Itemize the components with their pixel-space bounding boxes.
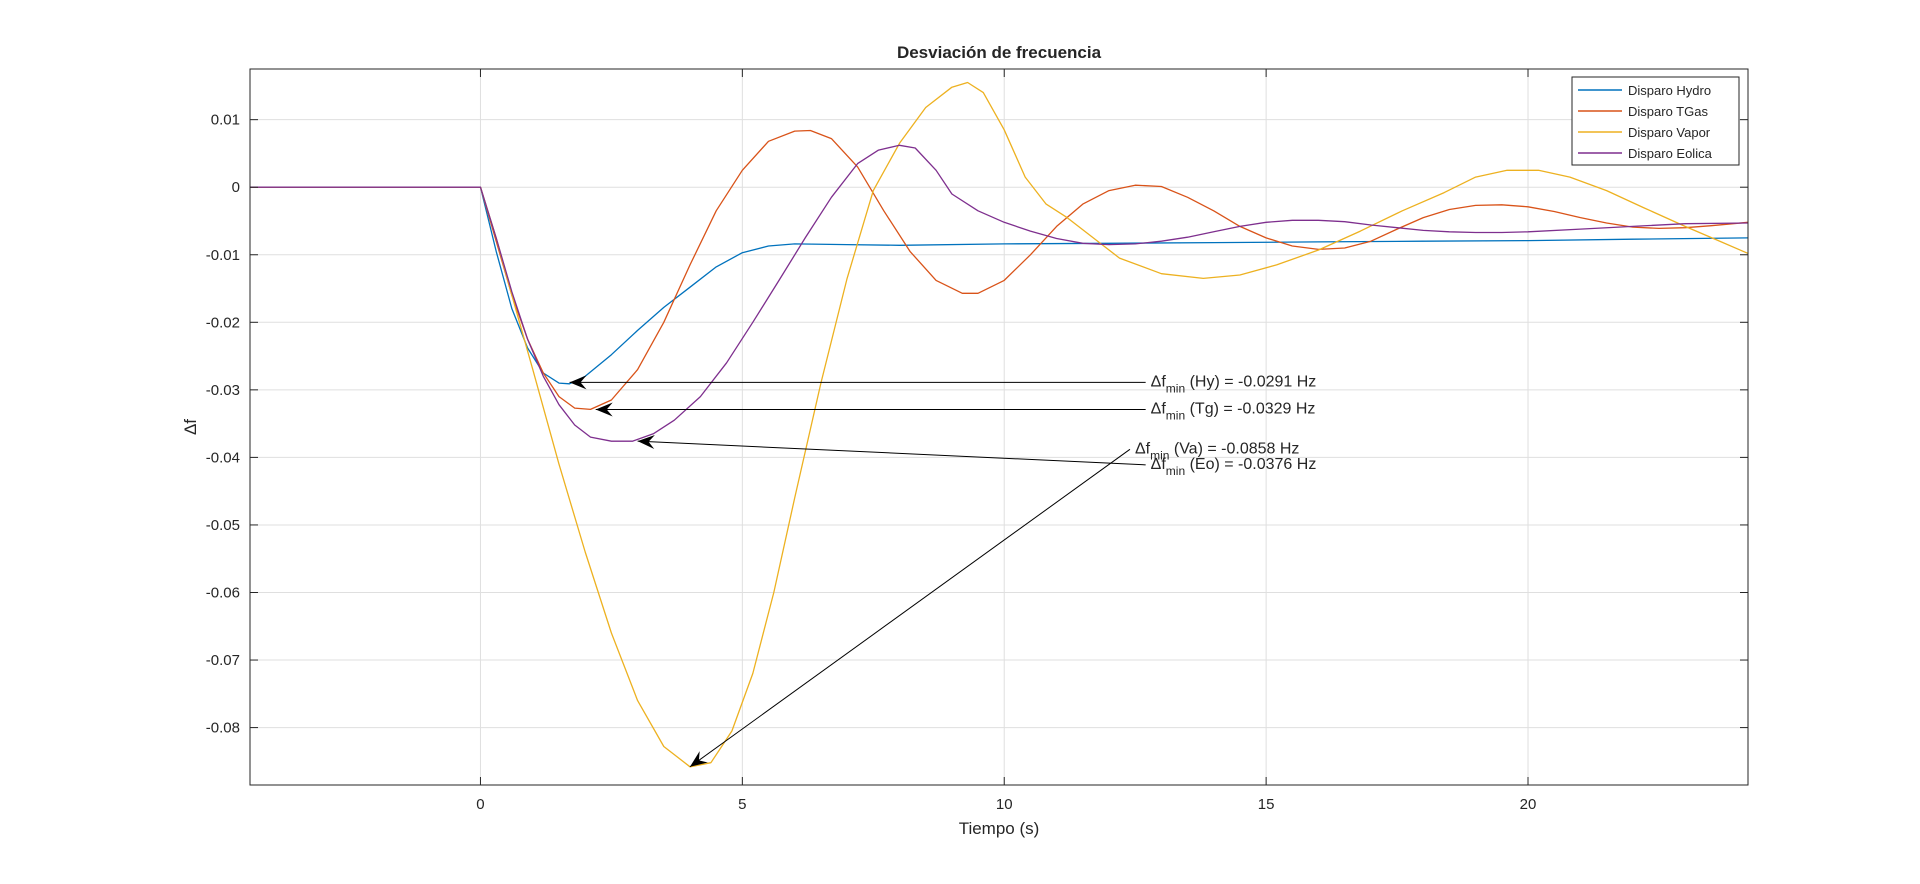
y-tick-label: -0.02	[206, 314, 240, 331]
legend-entry: Disparo Hydro	[1628, 83, 1711, 98]
annotation-label: Δfmin (Tg) = -0.0329 Hz	[1151, 400, 1316, 422]
annotation-label: Δfmin (Va) = -0.0858 Hz	[1135, 440, 1299, 462]
annotation-arrow-line	[689, 448, 1131, 768]
series-line	[250, 144, 1748, 442]
chart-title: Desviación de frecuencia	[897, 43, 1102, 62]
x-tick-label: 5	[738, 796, 746, 813]
y-tick-label: -0.08	[206, 720, 240, 737]
legend-entry: Disparo Eolica	[1628, 146, 1713, 161]
x-tick-label: 20	[1520, 796, 1537, 813]
legend-entry: Disparo Vapor	[1628, 125, 1711, 140]
legend-box	[1571, 76, 1740, 166]
y-tick-label: -0.07	[206, 652, 240, 669]
y-tick-label: -0.01	[206, 247, 240, 264]
series-line	[250, 186, 1748, 385]
y-tick-label: 0	[232, 179, 240, 196]
legend: Disparo Hydro Disparo TGas Disparo Vapor Di…	[1571, 76, 1740, 166]
legend-entry: Disparo TGas	[1628, 104, 1708, 119]
annotation-arrowhead	[595, 402, 613, 417]
x-tick-label: 0	[476, 796, 484, 813]
annotation-arrowhead	[689, 751, 708, 767]
annotation-arrowhead	[569, 375, 587, 390]
annotation-label: Δfmin (Hy) = -0.0291 Hz	[1151, 373, 1317, 395]
plot-area	[250, 69, 1748, 785]
annotations: Δfmin (Hy) = -0.0291 Hz Δfmin (Tg) = -0.0…	[569, 373, 1317, 768]
series-line	[250, 81, 1748, 768]
y-tick-label: -0.06	[206, 584, 240, 601]
x-tick-label: 10	[996, 796, 1013, 813]
x-tick-label: 15	[1258, 796, 1275, 813]
series-layer	[250, 81, 1748, 768]
y-tick-label: -0.03	[206, 382, 240, 399]
series-line	[250, 129, 1748, 411]
y-axis-label: Δf	[181, 419, 200, 435]
annotation-arrowhead	[637, 434, 655, 449]
ticks: 0 5 10 15 20 0.01 0 -0.01 -0.02 -0.03 -0.04 -0.05 -0…	[206, 69, 1748, 813]
y-tick-label: -0.05	[206, 517, 240, 534]
y-tick-label: -0.04	[206, 449, 240, 466]
annotation-label: Δfmin (Eo) = -0.0376 Hz	[1151, 456, 1317, 478]
y-tick-label: 0.01	[211, 112, 240, 129]
x-axis-label: Tiempo (s)	[959, 819, 1040, 838]
annotation-arrow-line	[637, 440, 1146, 466]
plot-frame	[249, 68, 1749, 786]
